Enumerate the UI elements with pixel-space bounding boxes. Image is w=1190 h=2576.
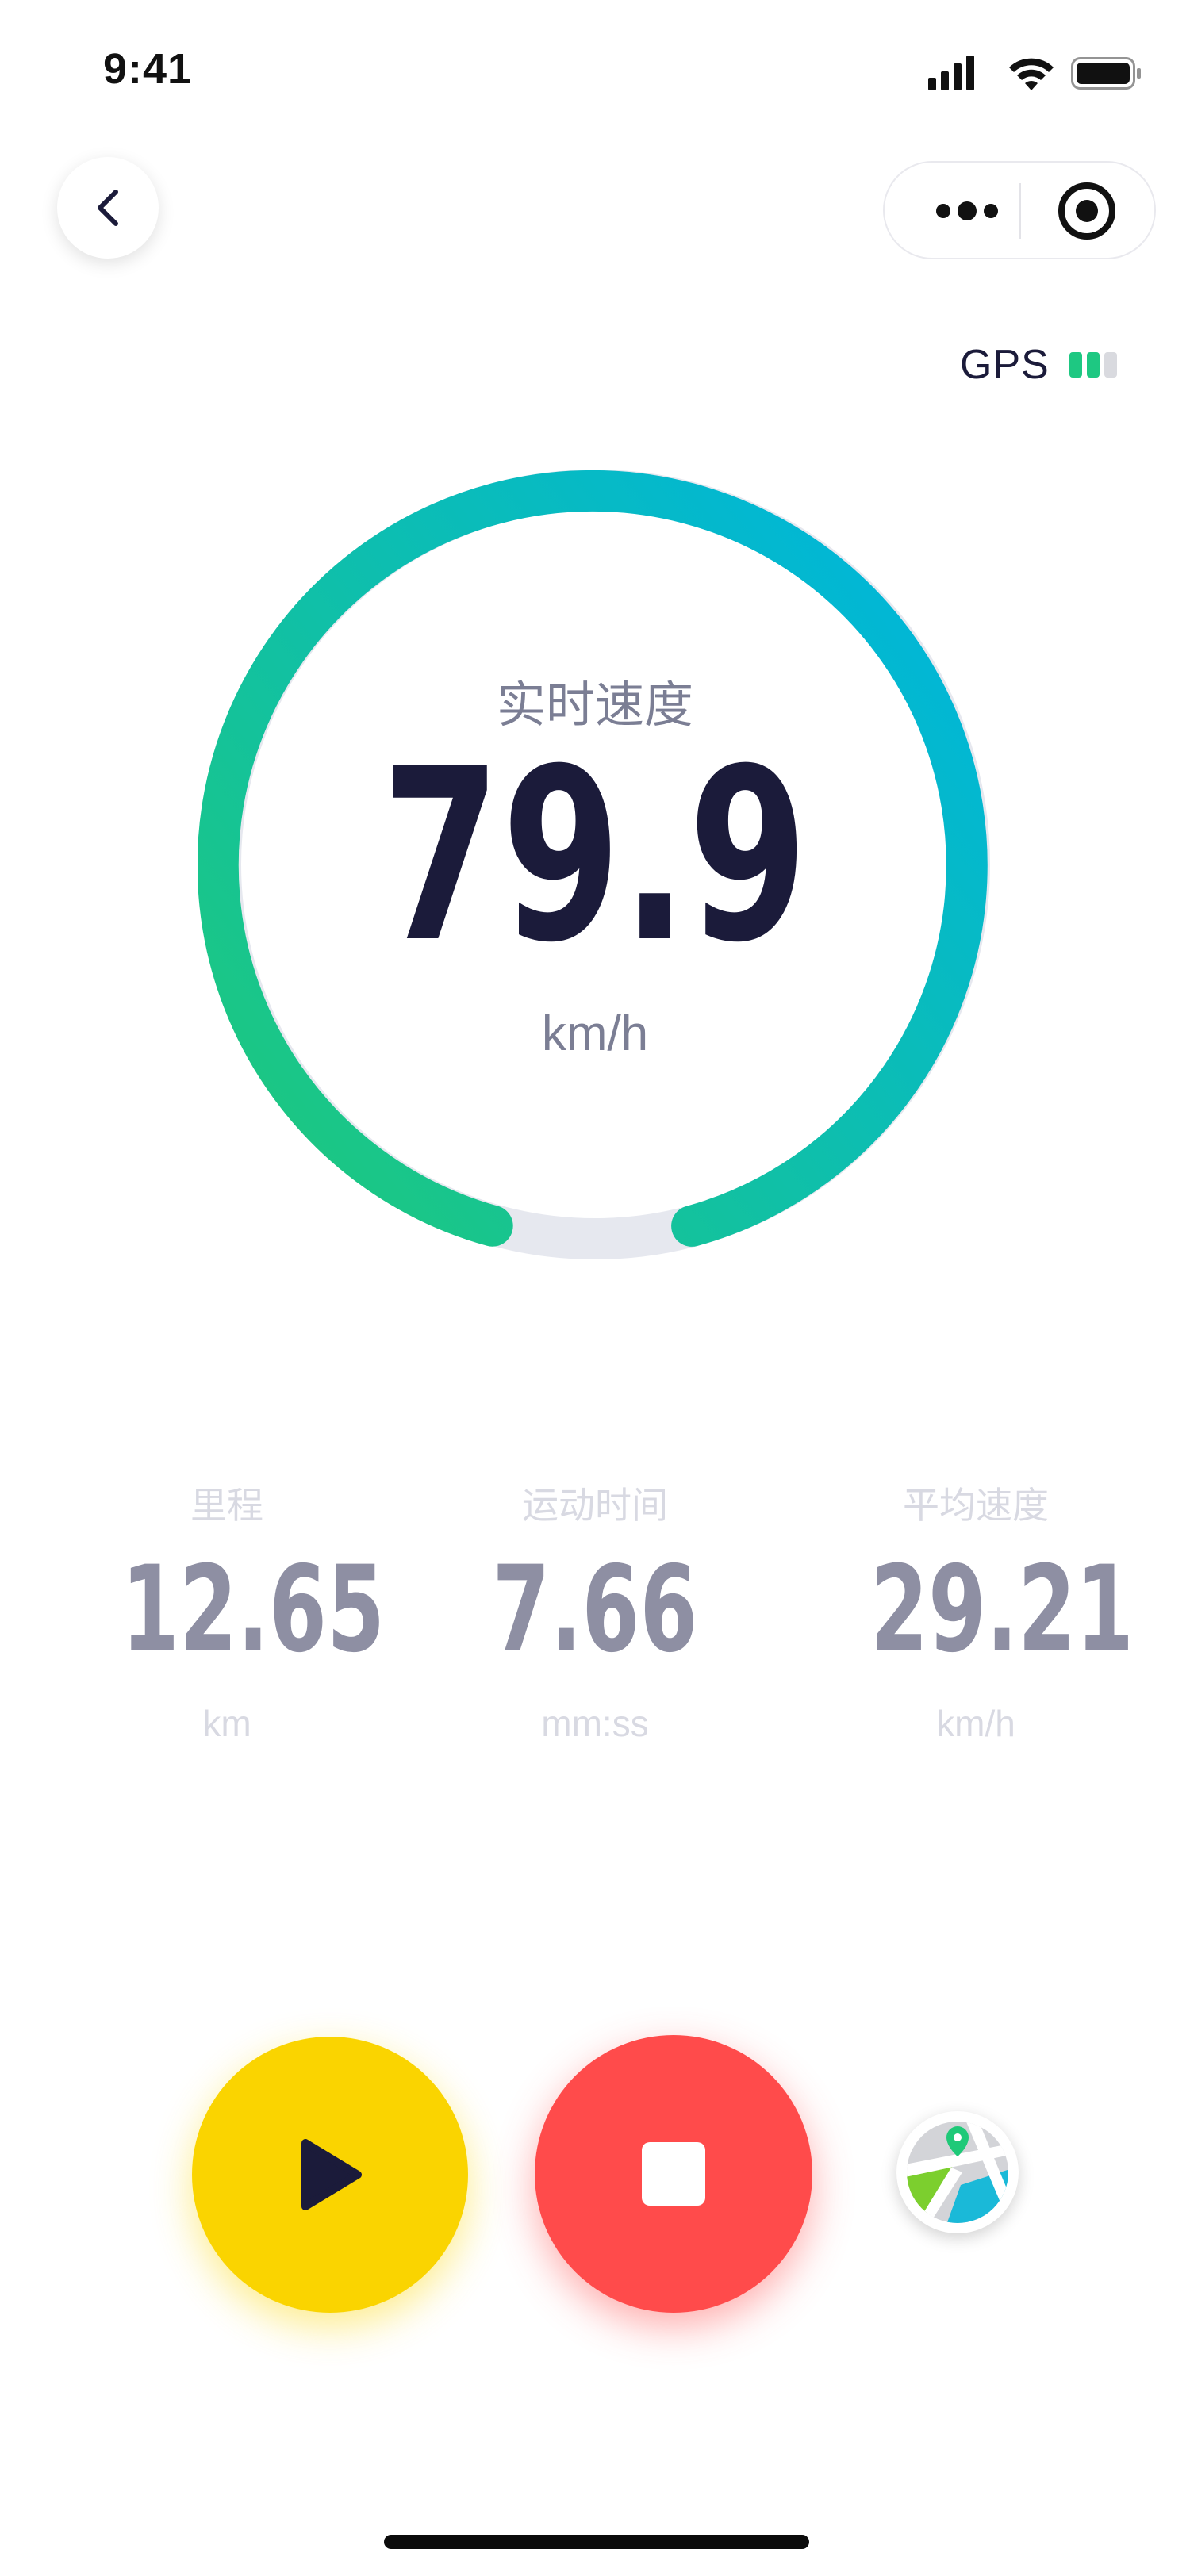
gauge-progress-arc — [197, 470, 988, 1247]
stop-icon — [642, 2142, 705, 2206]
stop-button[interactable] — [535, 2035, 812, 2313]
more-button[interactable] — [919, 183, 1015, 239]
capsule-menu — [883, 161, 1156, 259]
stat-avg-speed-label: 平均速度 — [903, 1485, 1049, 1526]
capsule-divider — [1019, 183, 1021, 239]
stat-duration-unit: mm:ss — [541, 1703, 649, 1744]
status-icons — [928, 49, 1142, 97]
play-button[interactable] — [192, 2037, 468, 2313]
signal-icon — [928, 56, 974, 90]
stat-duration-label: 运动时间 — [522, 1485, 668, 1526]
back-button[interactable] — [57, 157, 159, 259]
speed-unit: km/h — [541, 1006, 649, 1061]
wifi-icon — [1009, 58, 1054, 90]
stat-avg-speed-value: 29.21 — [870, 1541, 1134, 1679]
map-button[interactable] — [896, 2111, 1019, 2233]
status-time: 9:41 — [103, 45, 193, 93]
speed-value: 79.9 — [381, 718, 809, 995]
home-indicator — [384, 2535, 809, 2549]
battery-icon — [1071, 57, 1141, 90]
play-icon — [301, 2139, 362, 2210]
speed-gauge — [197, 468, 992, 1261]
gps-signal-icon — [1069, 349, 1125, 381]
stat-distance-value: 12.65 — [121, 1541, 386, 1679]
stat-avg-speed-unit: km/h — [936, 1703, 1015, 1744]
stat-duration-value: 7.66 — [492, 1541, 698, 1679]
target-icon — [1058, 182, 1115, 240]
close-mini-program-button[interactable] — [1043, 177, 1130, 245]
map-icon — [907, 2122, 1008, 2223]
more-dots-icon — [936, 201, 998, 220]
chevron-left-icon — [98, 190, 118, 226]
stat-distance-label: 里程 — [190, 1485, 263, 1526]
gps-label: GPS — [960, 342, 1050, 388]
gauge-title: 实时速度 — [496, 678, 693, 733]
stat-distance-unit: km — [202, 1703, 251, 1744]
